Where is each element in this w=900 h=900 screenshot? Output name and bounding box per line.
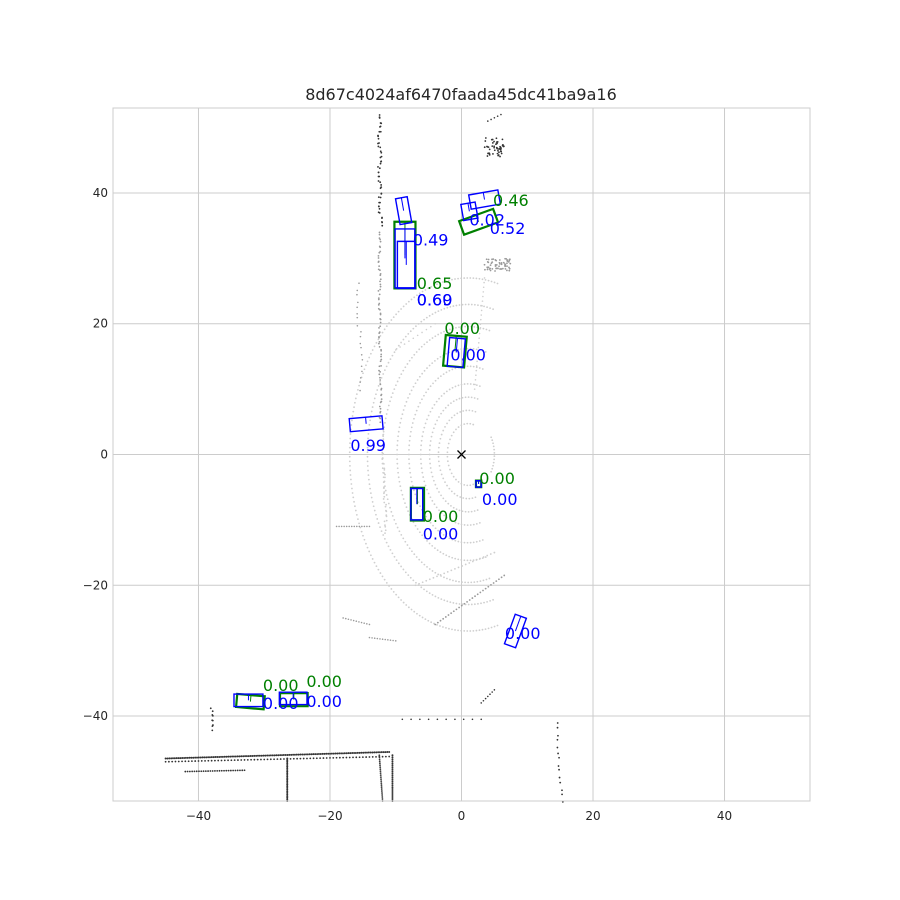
x-tick-label-0: −40: [186, 809, 211, 823]
ground-truth-score-label-2: 0.00: [444, 319, 480, 338]
y-tick-label-3: 20: [93, 317, 108, 331]
prediction-box-9: [503, 613, 528, 649]
ground-truth-score-label-3: 0.00: [479, 469, 515, 488]
prediction-box-7: [475, 479, 482, 488]
ground-truth-score-label-5: 0.00: [263, 676, 299, 695]
axes: −40 −20 0 20 40 −40 −20 0 20 40: [83, 107, 811, 823]
point-cloud: [164, 113, 564, 803]
ego-marker: [457, 450, 466, 459]
prediction-box-2: [394, 228, 416, 289]
prediction-score-label-10: 0.00: [263, 694, 299, 713]
y-tick-label-1: −20: [83, 578, 108, 592]
prediction-box-10: [233, 693, 264, 708]
x-tick-label-2: 0: [458, 809, 466, 823]
ground-truth-box-1: [457, 207, 500, 237]
plot-frame: [112, 107, 811, 802]
prediction-score-label-5: 0.99: [350, 436, 386, 455]
prediction-box-6: [446, 336, 467, 369]
prediction-heading-9: [514, 616, 522, 632]
y-tick-label-0: −40: [83, 709, 108, 723]
prediction-heading-6: [455, 338, 458, 353]
ground-truth-heading-5: [249, 695, 252, 702]
x-tick-label-3: 20: [585, 809, 600, 823]
x-tick-label-4: 40: [717, 809, 732, 823]
prediction-box-3: [467, 189, 502, 210]
prediction-score-label-7: 0.00: [482, 490, 518, 509]
ground-truth-box-5: [234, 692, 266, 711]
prediction-score-label-0: 0.49: [413, 230, 449, 249]
prediction-heading-0: [400, 197, 405, 211]
ground-truth-score-label-6: 0.00: [306, 672, 342, 691]
prediction-box-8: [410, 487, 424, 521]
detection-boxes: [233, 189, 528, 711]
x-tick-label-1: −20: [317, 809, 342, 823]
prediction-score-label-8: 0.00: [423, 524, 459, 543]
prediction-heading-4: [467, 203, 470, 212]
prediction-score-label-3: 0.02: [469, 211, 505, 230]
y-tick-label-2: 0: [100, 448, 108, 462]
ground-truth-score-label-1: 0.46: [493, 191, 529, 210]
prediction-box-11: [278, 691, 308, 706]
prediction-heading-3: [482, 192, 486, 200]
prediction-box-0: [394, 195, 413, 226]
prediction-score-label-6: 0.00: [450, 345, 486, 364]
chart-title: 8d67c4024af6470faada45dc41ba9a16: [305, 85, 617, 104]
ground-truth-score-label-0: 0.65: [417, 274, 453, 293]
prediction-score-label-11: 0.00: [306, 692, 342, 711]
prediction-box-4: [460, 201, 479, 222]
grid: [113, 108, 810, 801]
prediction-box-5: [348, 415, 384, 433]
prediction-heading-5: [365, 417, 367, 424]
y-tick-label-4: 40: [93, 186, 108, 200]
prediction-score-label-9: 0.00: [505, 624, 541, 643]
prediction-score-label-4: 0.52: [490, 219, 526, 238]
prediction-score-label-1: 0.60: [417, 290, 453, 309]
prediction-score-label-2: 0.69: [417, 290, 453, 309]
ground-truth-score-label-4: 0.00: [423, 507, 459, 526]
score-labels: 0.650.460.000.000.000.00 0.000.490.600.69…: [263, 191, 541, 713]
